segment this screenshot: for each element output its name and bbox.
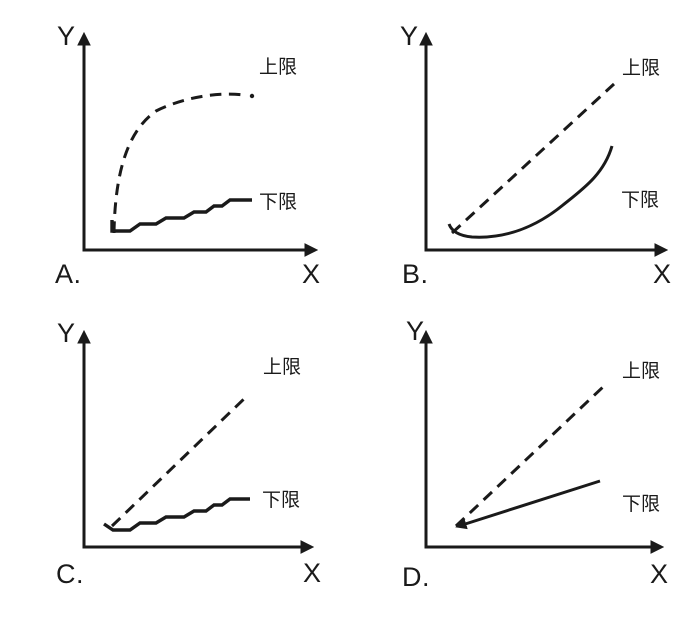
upper-limit-label: 上限 (622, 360, 660, 382)
panel-a: Y X A. 上限 下限 (0, 0, 350, 310)
upper-limit-curve (112, 92, 245, 234)
x-axis-label: X (650, 559, 669, 589)
y-axis-label: Y (400, 21, 419, 51)
panel-b-plot: Y X B. 上限 下限 (400, 21, 672, 289)
y-axis-label: Y (57, 318, 76, 348)
upper-limit-label: 上限 (259, 56, 297, 78)
panel-letter: B. (402, 259, 429, 289)
panel-c-plot: Y X C. 上限 下限 (56, 318, 322, 589)
axes (419, 31, 669, 257)
lower-limit-curve (103, 497, 250, 532)
x-axis-label: X (302, 259, 321, 289)
axes (419, 329, 665, 554)
lower-limit-label: 下限 (622, 493, 660, 515)
lower-limit-curve (455, 479, 601, 530)
upper-limit-curve (454, 384, 606, 528)
x-axis-label: X (303, 558, 322, 588)
panel-b: Y X B. 上限 下限 (350, 0, 700, 310)
upper-limit-label: 上限 (263, 356, 301, 378)
panel-d: Y X D. 上限 下限 (350, 310, 700, 619)
upper-limit-label: 上限 (622, 57, 660, 79)
panel-letter: D. (402, 562, 430, 592)
lower-limit-label: 下限 (262, 489, 300, 511)
panel-d-plot: Y X D. 上限 下限 (402, 316, 669, 592)
upper-limit-curve (110, 395, 248, 528)
panel-letter: C. (56, 559, 84, 589)
upper-limit-curve (450, 82, 616, 235)
panel-c: Y X C. 上限 下限 (0, 310, 350, 619)
y-axis-label: Y (57, 21, 76, 51)
x-axis-label: X (653, 259, 672, 289)
lower-limit-label: 下限 (621, 189, 659, 211)
upper-curve-end-dot (249, 93, 255, 99)
panel-letter: A. (55, 259, 82, 289)
axes (77, 31, 319, 257)
lower-limit-label: 下限 (259, 191, 297, 213)
y-axis-label: Y (406, 316, 425, 346)
panel-a-plot: Y X A. 上限 下限 (55, 21, 321, 289)
lower-limit-curve (110, 198, 252, 233)
lower-limit-curve (447, 145, 614, 239)
axes (77, 329, 315, 554)
